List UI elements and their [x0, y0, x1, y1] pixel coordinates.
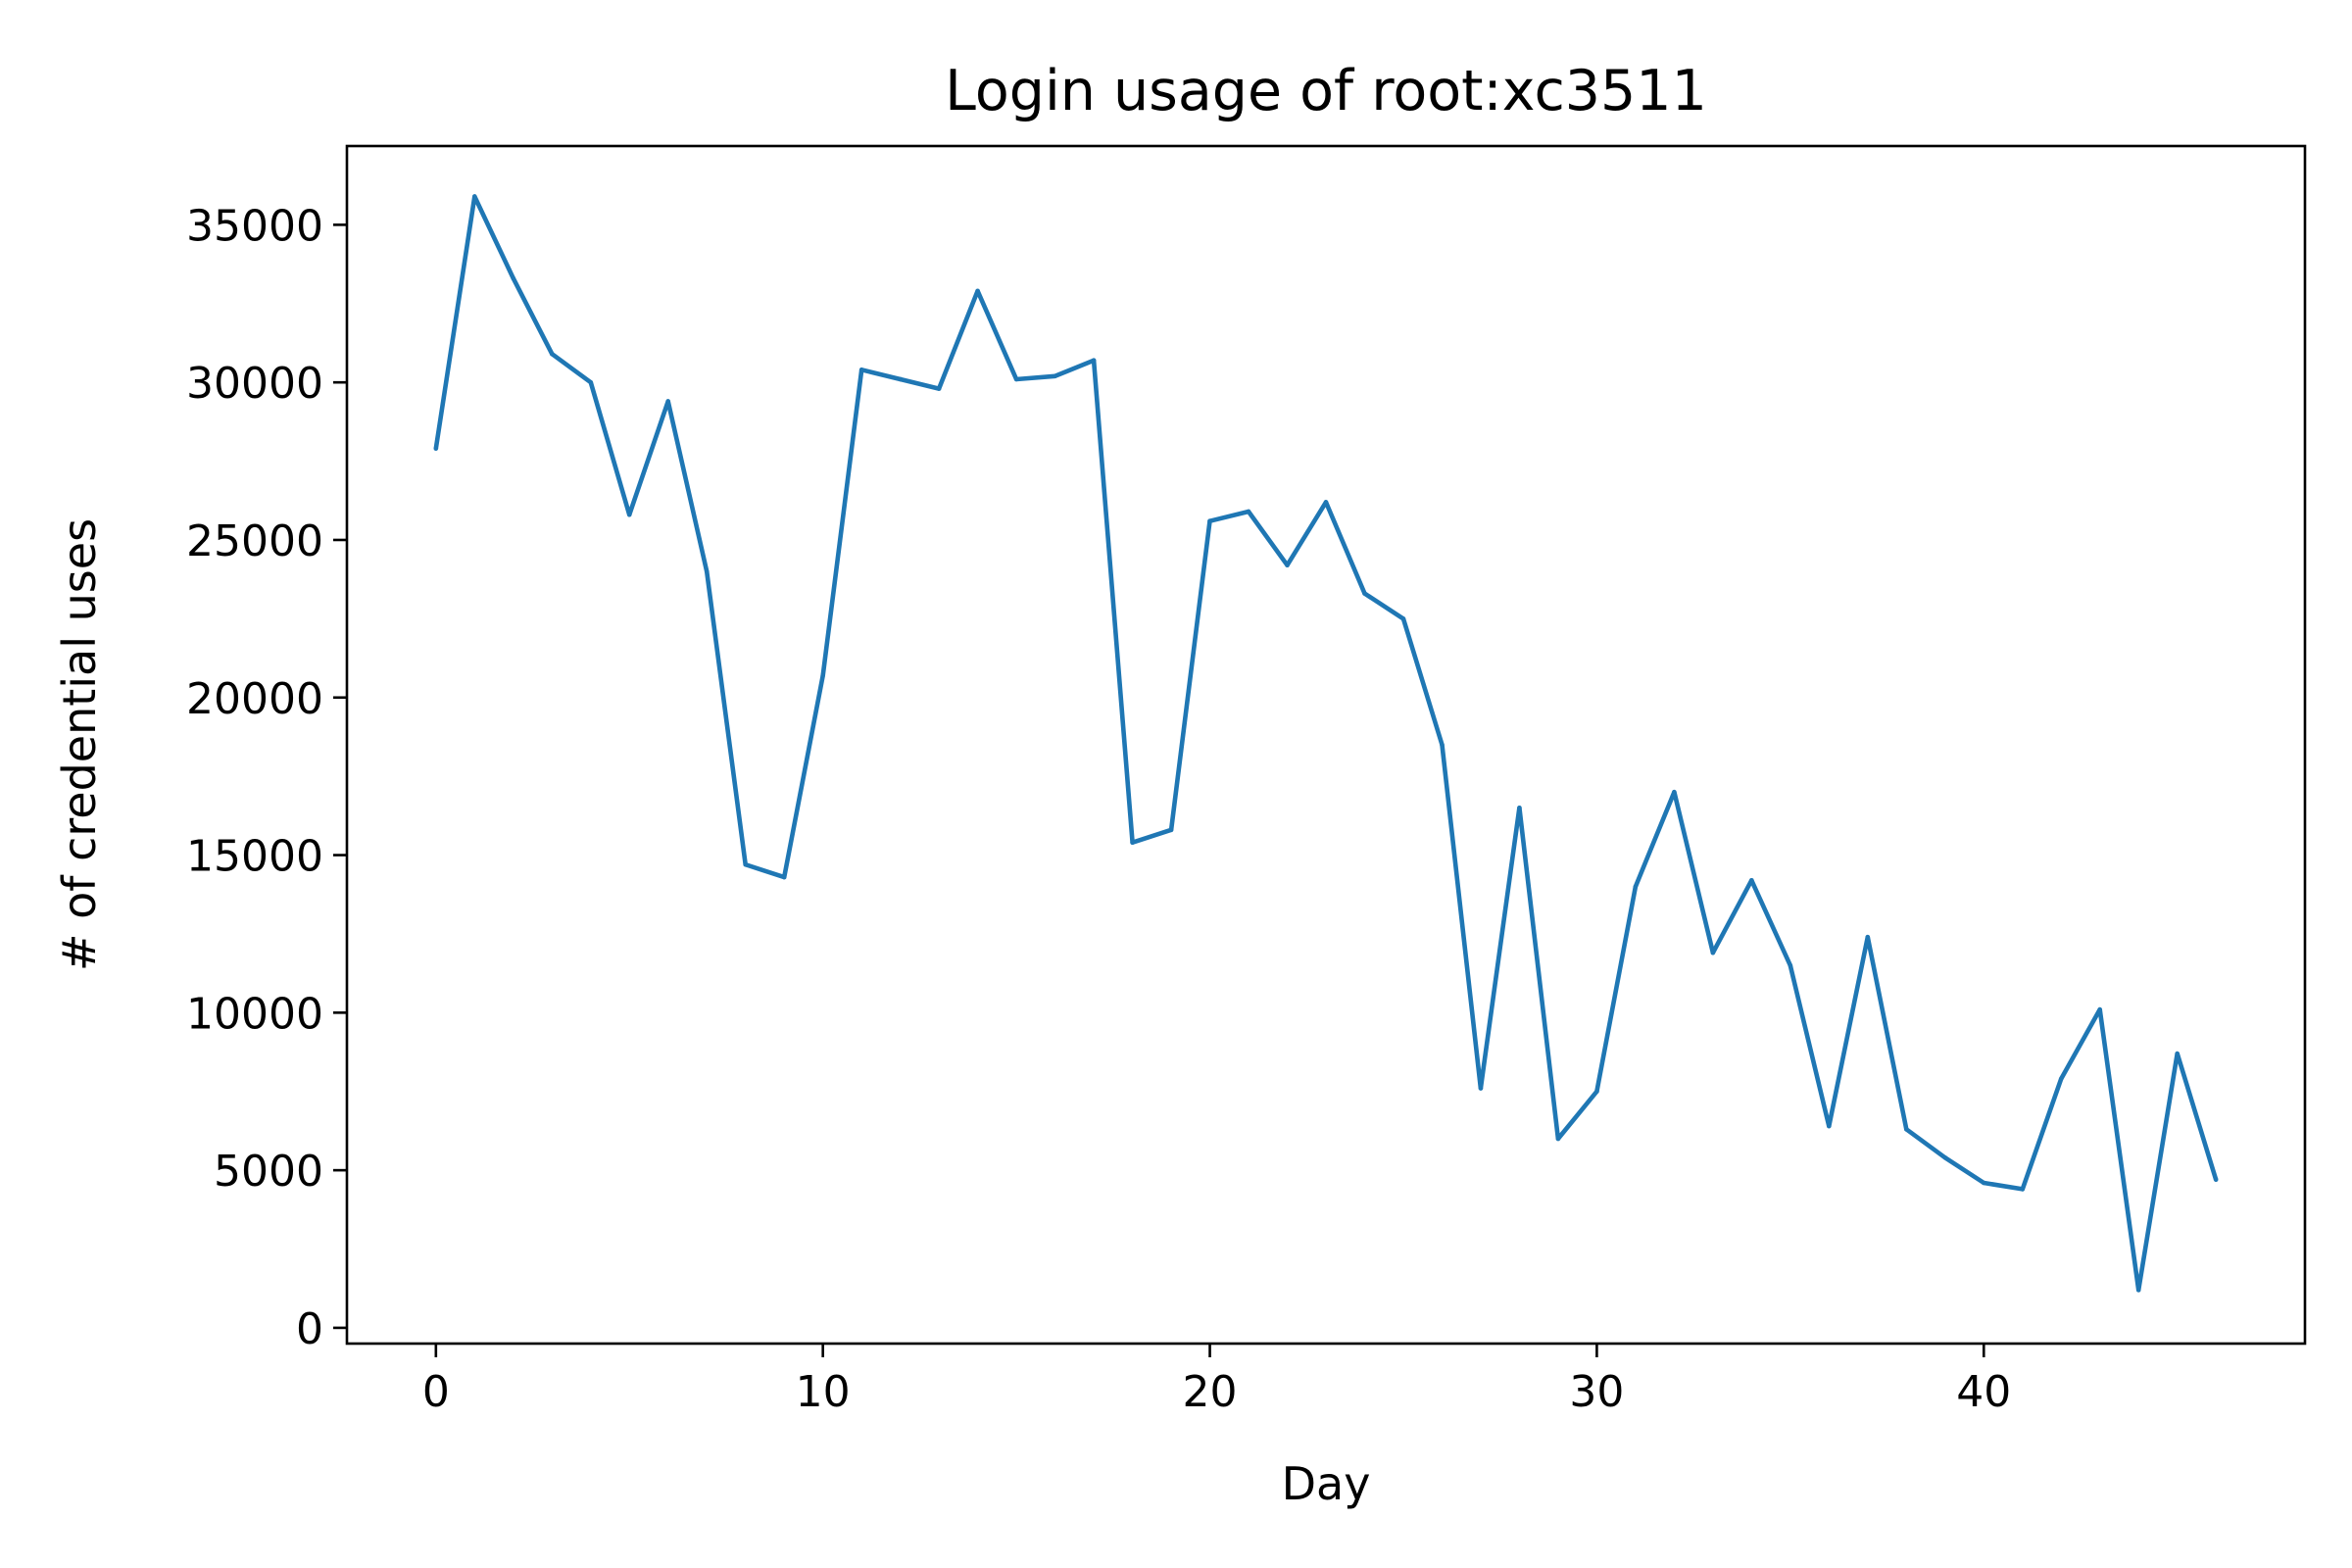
- data-point: [1013, 376, 1019, 382]
- data-point: [1865, 934, 1871, 940]
- data-point: [1942, 1154, 1948, 1160]
- data-point: [1517, 806, 1522, 810]
- chart-title: Login usage of root:xc3511: [945, 59, 1707, 123]
- data-point: [704, 568, 710, 574]
- x-tick-label: 20: [1183, 1367, 1238, 1417]
- data-point: [1053, 373, 1057, 379]
- data-point: [898, 376, 903, 382]
- y-tick-label: 25000: [186, 516, 323, 566]
- data-point: [975, 288, 980, 294]
- data-point: [1478, 1086, 1484, 1091]
- data-point: [1091, 358, 1097, 363]
- data-point: [588, 379, 594, 385]
- data-points: [433, 194, 2219, 1293]
- data-point: [1903, 1127, 1909, 1132]
- data-point: [1555, 1136, 1561, 1142]
- y-tick-label: 35000: [186, 201, 323, 251]
- y-tick-label: 10000: [186, 989, 323, 1039]
- data-point: [1362, 591, 1367, 596]
- y-axis: 0 5000 10000 15000 20000 25000 30000 35000: [186, 201, 347, 1354]
- data-point: [1285, 563, 1290, 567]
- x-axis-label: Day: [1282, 1457, 1371, 1510]
- data-point: [472, 194, 477, 199]
- y-tick-label: 0: [296, 1304, 323, 1354]
- data-point: [820, 672, 825, 678]
- data-point: [2135, 1288, 2141, 1293]
- data-point: [858, 368, 864, 372]
- x-tick-label: 40: [1956, 1367, 2011, 1417]
- data-point: [2097, 1006, 2103, 1012]
- y-tick-label: 15000: [186, 832, 323, 882]
- y-tick-label: 20000: [186, 674, 323, 724]
- data-point: [1672, 789, 1677, 795]
- x-tick-label: 30: [1569, 1367, 1624, 1417]
- data-point: [1594, 1089, 1599, 1095]
- data-point: [743, 861, 749, 867]
- data-point: [2213, 1177, 2219, 1183]
- data-point: [1323, 500, 1329, 505]
- x-tick-label: 0: [422, 1367, 450, 1417]
- data-point: [1981, 1180, 1986, 1186]
- data-point: [511, 275, 516, 281]
- x-axis: 0 10 20 30 40: [422, 1344, 2011, 1417]
- data-point: [781, 874, 787, 880]
- data-point: [433, 446, 439, 452]
- data-point: [1827, 1123, 1832, 1129]
- data-point: [1440, 742, 1445, 748]
- data-point: [1168, 827, 1174, 833]
- data-point: [2020, 1187, 2026, 1192]
- data-point: [665, 399, 671, 404]
- data-point: [1788, 962, 1793, 968]
- y-tick-label: 5000: [214, 1147, 323, 1197]
- data-point: [1130, 840, 1135, 845]
- y-tick-label: 30000: [186, 359, 323, 409]
- axes-frame: [345, 144, 2307, 1346]
- data-point: [936, 386, 942, 391]
- data-point: [2175, 1051, 2180, 1056]
- data-point: [2058, 1076, 2064, 1082]
- data-point: [1749, 877, 1754, 883]
- y-axis-label: # of credential uses: [53, 518, 106, 971]
- data-point: [1633, 884, 1639, 890]
- data-point: [1207, 518, 1212, 523]
- data-point: [1246, 509, 1251, 514]
- data-point: [549, 351, 555, 357]
- data-point: [626, 512, 632, 517]
- x-tick-label: 10: [796, 1367, 851, 1417]
- data-point: [1710, 950, 1716, 956]
- data-point: [1400, 616, 1406, 621]
